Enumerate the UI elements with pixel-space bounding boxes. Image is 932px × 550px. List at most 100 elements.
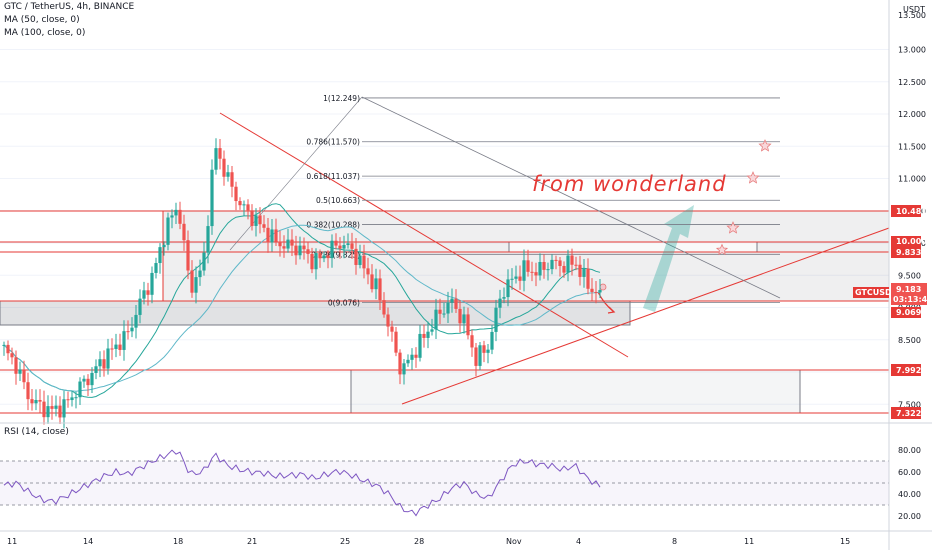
ma100-legend[interactable]: MA (100, close, 0) bbox=[4, 28, 86, 38]
candle-body bbox=[270, 229, 274, 243]
candle-body bbox=[298, 245, 302, 256]
symbol-legend[interactable]: GTC / TetherUS, 4h, BINANCE bbox=[4, 2, 135, 12]
candle-body bbox=[22, 369, 26, 383]
candle-body bbox=[166, 217, 170, 245]
candle-body bbox=[506, 279, 510, 298]
price-tag-7322[interactable]: 7.322 bbox=[891, 407, 921, 419]
price-tag-9833[interactable]: 9.833 bbox=[891, 247, 921, 258]
candle-body bbox=[122, 331, 126, 350]
candle-body bbox=[450, 298, 454, 303]
candle-body bbox=[462, 314, 466, 324]
candle-body bbox=[554, 259, 558, 261]
ma50-legend[interactable]: MA (50, close, 0) bbox=[4, 15, 80, 25]
candle-body bbox=[570, 255, 574, 265]
price-tag-10481[interactable]: 10.481 bbox=[891, 205, 927, 217]
rsi-legend[interactable]: RSI (14, close) bbox=[4, 427, 69, 437]
candle-body bbox=[222, 158, 226, 177]
candle-body bbox=[410, 354, 414, 360]
svg-text:7.992: 7.992 bbox=[896, 366, 921, 375]
candle-body bbox=[426, 331, 430, 338]
candle-body bbox=[274, 229, 278, 242]
candle-body bbox=[546, 269, 550, 271]
fib-diagonal[interactable] bbox=[361, 96, 781, 299]
candle-body bbox=[414, 354, 418, 358]
candle-body bbox=[346, 243, 350, 246]
candle-body bbox=[142, 290, 146, 299]
candle-body bbox=[218, 148, 222, 159]
candle-body bbox=[478, 345, 482, 366]
time-tick-label: 11 bbox=[744, 537, 754, 546]
candle-body bbox=[390, 326, 394, 332]
rsi-pane[interactable] bbox=[0, 449, 889, 517]
fib-level-label: 0.786(11.570) bbox=[306, 138, 360, 147]
candle-body bbox=[442, 313, 446, 315]
rsi-tick-label: 80.00 bbox=[898, 446, 921, 455]
candle-body bbox=[402, 363, 406, 375]
candle-body bbox=[394, 331, 398, 353]
svg-text:9.069: 9.069 bbox=[896, 308, 922, 317]
candle-body bbox=[586, 268, 590, 289]
price-tick-label: 8.500 bbox=[898, 336, 921, 345]
candle-body bbox=[474, 347, 478, 366]
candle-body bbox=[518, 276, 522, 281]
candle-body bbox=[46, 406, 50, 418]
price-tick-label: 12.500 bbox=[898, 78, 926, 87]
candle-body bbox=[530, 271, 534, 273]
candle-body bbox=[418, 333, 422, 358]
candle-body bbox=[374, 278, 378, 290]
candle-body bbox=[90, 372, 94, 386]
candle-body bbox=[94, 366, 98, 373]
price-tag-9069[interactable]: 9.069 bbox=[891, 307, 922, 318]
candle-body bbox=[458, 308, 462, 324]
candle-body bbox=[14, 357, 18, 374]
candle-body bbox=[238, 201, 242, 206]
time-tick-label: 18 bbox=[173, 537, 183, 546]
candle-body bbox=[594, 291, 598, 293]
candle-body bbox=[158, 247, 162, 264]
candle-body bbox=[138, 298, 142, 315]
ticker-tag[interactable]: GTCUSDT bbox=[853, 287, 898, 298]
price-tag-7992[interactable]: 7.992 bbox=[891, 364, 921, 376]
zone-support-box[interactable] bbox=[0, 300, 631, 326]
watermark-text: from wonderland bbox=[532, 172, 727, 196]
candle-body bbox=[562, 265, 566, 273]
fib-retracement[interactable]: 1(12.249) 0.786(11.570) 0.618(11.037) 0.5(1… bbox=[306, 94, 780, 308]
candle-body bbox=[86, 378, 90, 386]
trendline-descending[interactable] bbox=[219, 112, 629, 358]
candle-body bbox=[338, 245, 342, 249]
candle-body bbox=[214, 148, 218, 170]
current-price-tag[interactable]: 9.183 03:13:43 bbox=[891, 283, 932, 305]
zone-demand-box[interactable] bbox=[350, 369, 801, 414]
candle-body bbox=[162, 244, 166, 248]
time-tick-label: 11 bbox=[7, 537, 17, 546]
candle-body bbox=[230, 172, 234, 187]
time-axis[interactable]: 11 14 18 21 25 28 Nov 4 8 11 15 bbox=[7, 537, 850, 546]
candle-body bbox=[342, 245, 346, 249]
candle-body bbox=[266, 227, 270, 243]
star-marker bbox=[726, 221, 740, 234]
candle-body bbox=[2, 344, 6, 346]
price-tag-10000[interactable]: 10.000 bbox=[891, 236, 927, 247]
trendline-ascending[interactable] bbox=[401, 227, 890, 405]
candle-body bbox=[302, 245, 306, 250]
rsi-tick-label: 60.00 bbox=[898, 468, 921, 477]
candle-body bbox=[362, 255, 366, 269]
candle-body bbox=[262, 224, 266, 228]
candle-body bbox=[198, 270, 202, 278]
candle-body bbox=[6, 344, 10, 354]
svg-text:10.481: 10.481 bbox=[896, 207, 927, 216]
projection-arrow-up bbox=[643, 205, 694, 312]
moving-averages bbox=[3, 203, 601, 398]
countdown-label: 03:13:43 bbox=[893, 295, 932, 304]
candle-body bbox=[454, 298, 458, 309]
candle-body bbox=[322, 255, 326, 259]
star-marker bbox=[715, 243, 729, 256]
candle-body bbox=[250, 210, 254, 226]
candle-body bbox=[34, 399, 38, 404]
ma100-line bbox=[3, 224, 601, 392]
svg-text:9.183: 9.183 bbox=[896, 285, 921, 294]
price-tick-label: 11.500 bbox=[898, 142, 926, 151]
star-marker bbox=[758, 139, 772, 152]
candle-body bbox=[98, 359, 102, 367]
